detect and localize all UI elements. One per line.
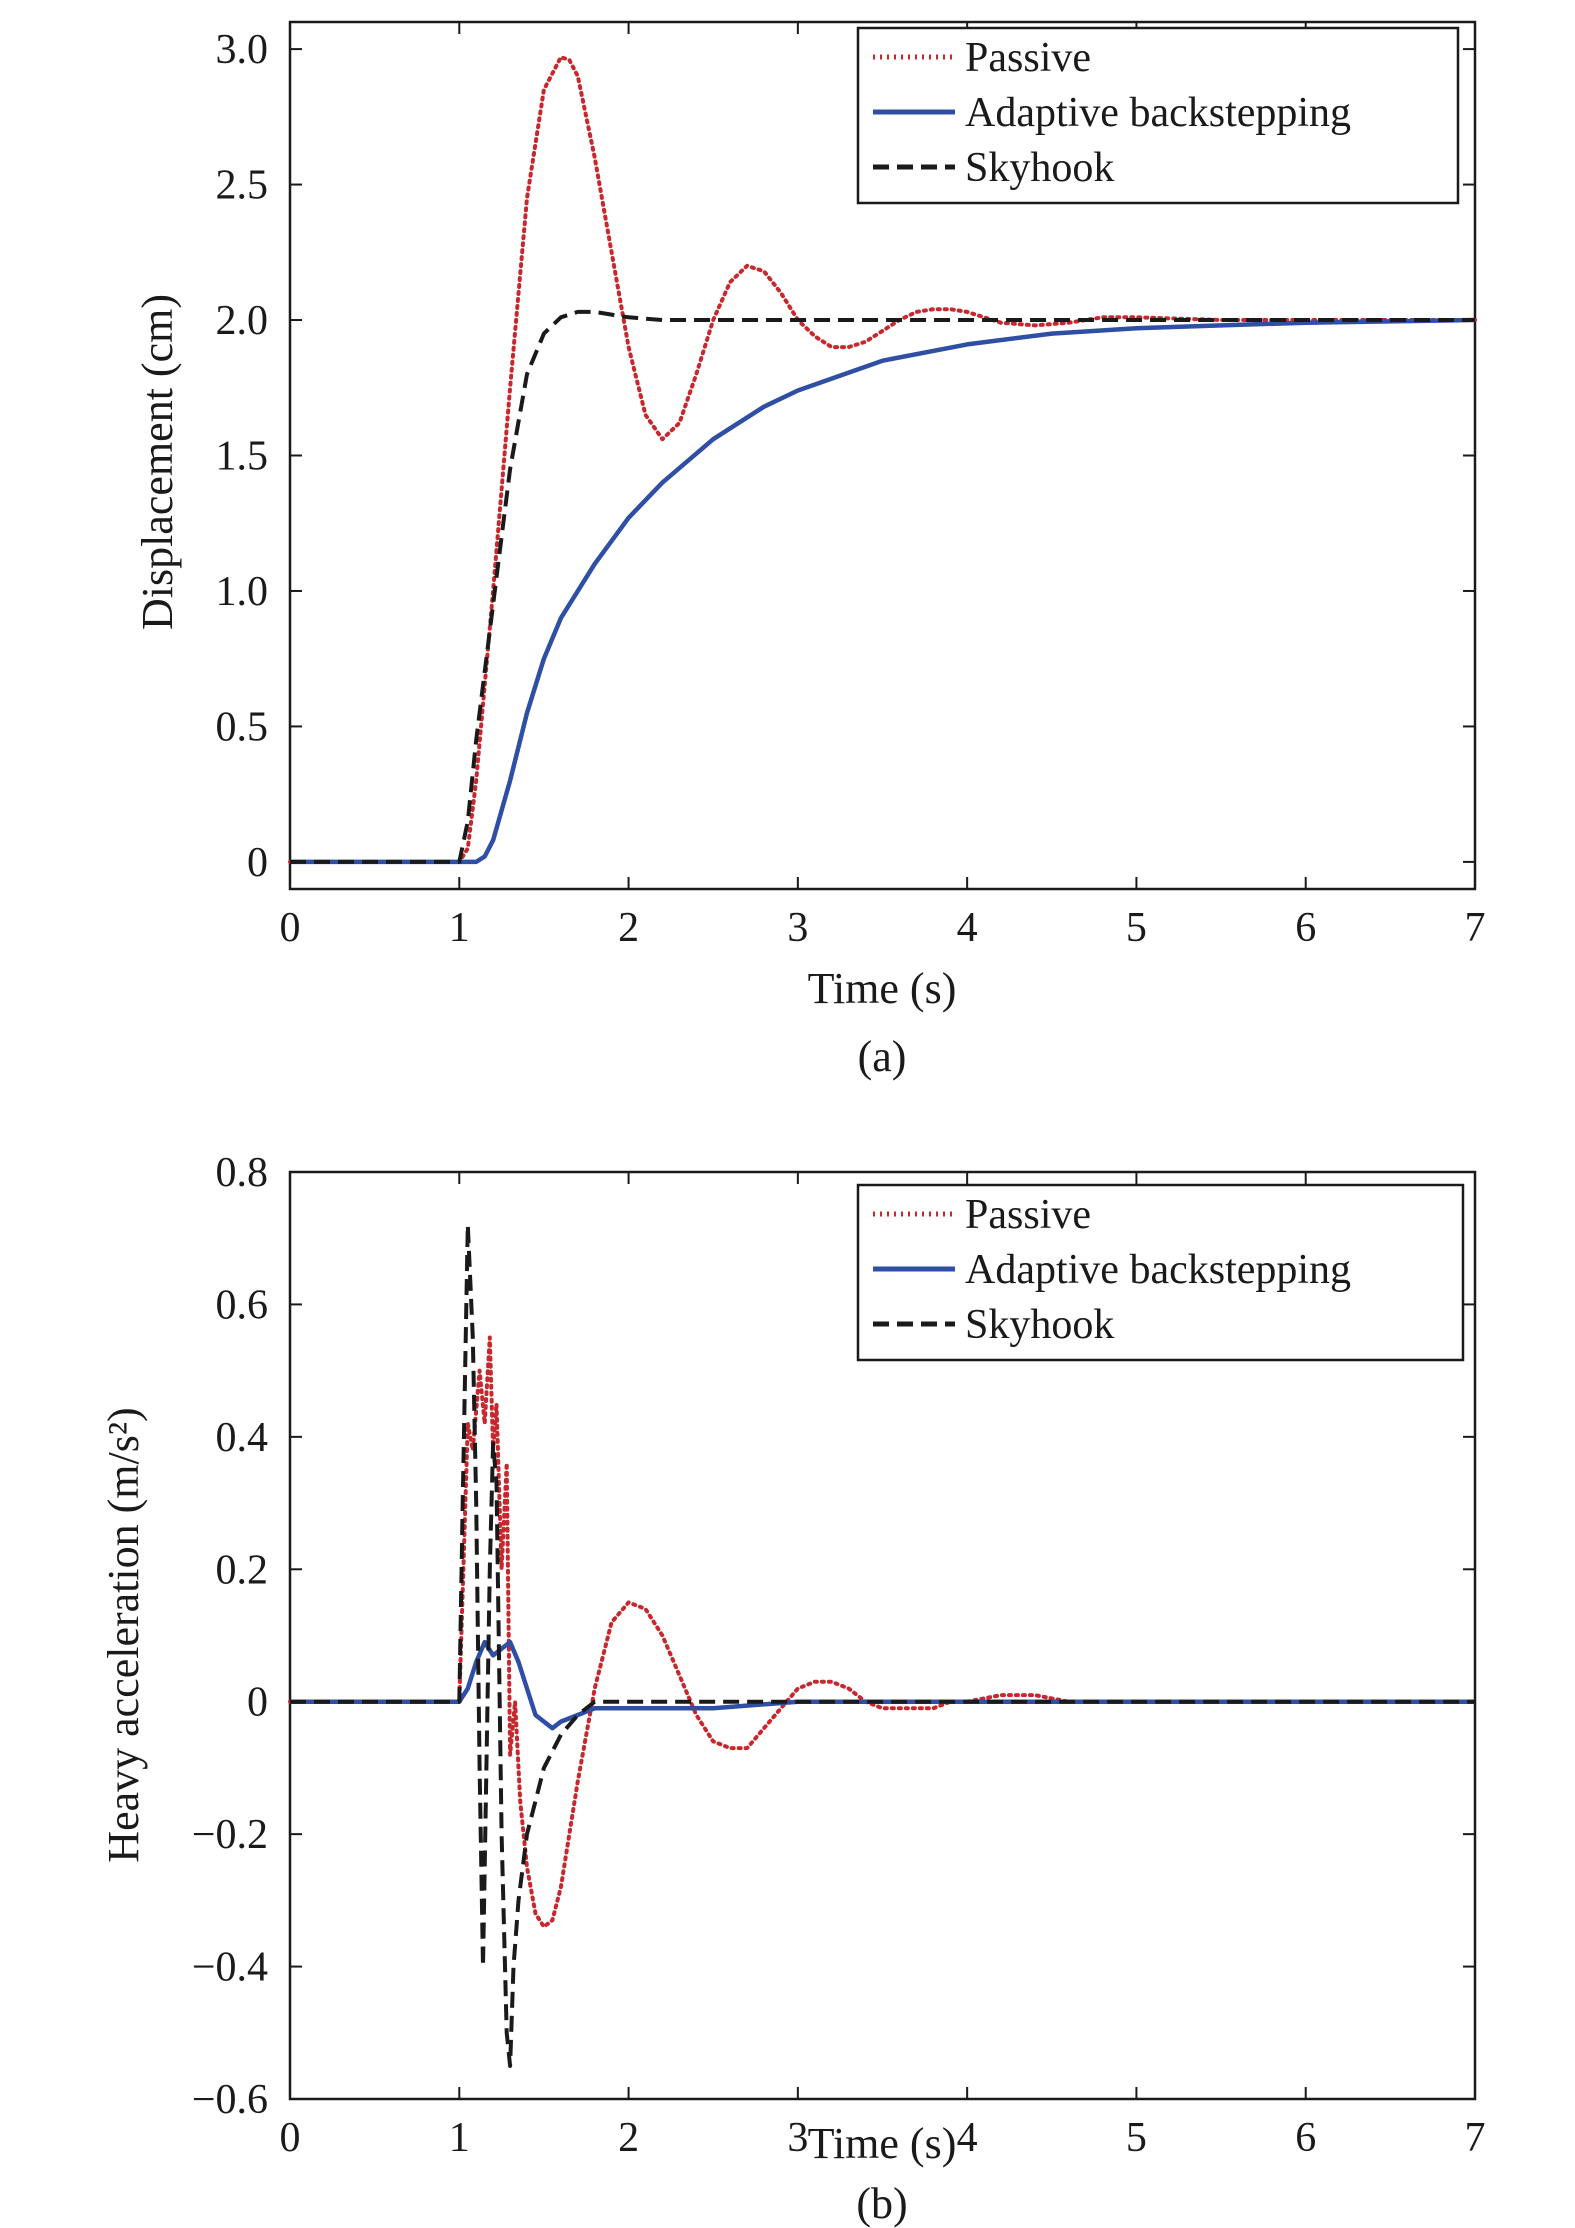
series-line-skyhook xyxy=(290,1223,1475,2068)
y-axis-label: Displacement (cm) xyxy=(133,294,182,630)
legend-label-adaptive: Adaptive backstepping xyxy=(965,90,1351,136)
x-tick-label: 4 xyxy=(957,2115,978,2161)
y-tick-label: −0.6 xyxy=(192,2077,268,2123)
x-tick-label: 0 xyxy=(280,905,301,951)
x-tick-label: 6 xyxy=(1295,905,1316,951)
y-tick-label: 3.0 xyxy=(216,27,269,73)
x-tick-label: 0 xyxy=(280,2115,301,2161)
y-tick-label: 2.0 xyxy=(216,298,269,344)
y-tick-label: 1.0 xyxy=(216,569,269,615)
series-line-passive xyxy=(288,55,1477,864)
series-line-passive xyxy=(288,1335,1477,1929)
chart-panel-a: 0 1 2 3 4 5 6 7 0 0.5 1.0 1.5 2.0 2.5 3.0 Passive Adap… xyxy=(133,20,1486,1081)
series-group xyxy=(288,1223,1477,2068)
legend-label-skyhook: Skyhook xyxy=(965,145,1114,191)
legend-box xyxy=(856,26,1460,205)
x-axis-label: Time (s) xyxy=(808,964,957,1013)
legend-label-skyhook: Skyhook xyxy=(965,1302,1114,1348)
x-tick-label: 5 xyxy=(1126,2115,1147,2161)
x-tick-label: 1 xyxy=(449,905,470,951)
x-tick-label: 2 xyxy=(618,905,639,951)
legend: Passive Adaptive backstepping Skyhook xyxy=(856,1183,1465,1362)
x-tick-label: 4 xyxy=(957,905,978,951)
x-tick-label: 7 xyxy=(1465,905,1486,951)
x-axis-label: Time (s) xyxy=(808,2119,957,2168)
x-tick-label: 1 xyxy=(449,2115,470,2161)
y-tick-label: 0.6 xyxy=(216,1282,269,1328)
legend-label-passive: Passive xyxy=(965,1192,1091,1238)
series-group xyxy=(288,55,1477,865)
x-tick-label: 7 xyxy=(1465,2115,1486,2161)
y-tick-label: −0.2 xyxy=(192,1812,268,1858)
axis-ticks: 0 1 2 3 4 5 6 7 0 0.5 1.0 1.5 2.0 2.5 3.0 xyxy=(216,22,1486,951)
y-tick-label: 0.2 xyxy=(216,1547,269,1593)
y-tick-label: −0.4 xyxy=(192,1945,268,1991)
axis-ticks: 0 1 2 3 4 5 6 7 −0.6 −0.4 −0.2 0 0.2 0.4 0.6 0.8 xyxy=(192,1150,1486,2161)
y-tick-label: 2.5 xyxy=(216,163,269,209)
y-tick-label: 0.4 xyxy=(216,1415,269,1461)
x-tick-label: 5 xyxy=(1126,905,1147,951)
y-tick-label: 0.8 xyxy=(216,1150,269,1196)
x-tick-label: 3 xyxy=(787,2115,808,2161)
x-tick-label: 2 xyxy=(618,2115,639,2161)
legend-label-passive: Passive xyxy=(965,35,1091,81)
x-tick-label: 6 xyxy=(1295,2115,1316,2161)
y-tick-label: 0 xyxy=(247,1680,268,1726)
legend: Passive Adaptive backstepping Skyhook xyxy=(856,26,1460,205)
x-tick-label: 3 xyxy=(787,905,808,951)
plot-area-frame xyxy=(288,1170,1477,2101)
panel-caption: (b) xyxy=(856,2179,907,2228)
y-tick-label: 0.5 xyxy=(216,704,269,750)
y-axis-label: Heavy acceleration (m/s²) xyxy=(99,1407,148,1862)
series-line-adaptive xyxy=(290,317,1476,865)
legend-box xyxy=(856,1183,1465,1362)
chart-panel-b: 0 1 2 3 4 5 6 7 −0.6 −0.4 −0.2 0 0.2 0.4 0.6 0.8 Passiv… xyxy=(99,1150,1486,2228)
legend-label-adaptive: Adaptive backstepping xyxy=(965,1247,1351,1293)
panel-caption: (a) xyxy=(858,1032,907,1081)
y-tick-label: 1.5 xyxy=(216,434,269,480)
y-tick-label: 0 xyxy=(247,840,268,886)
series-line-adaptive xyxy=(290,1639,1475,1731)
series-line-skyhook xyxy=(290,309,1475,864)
